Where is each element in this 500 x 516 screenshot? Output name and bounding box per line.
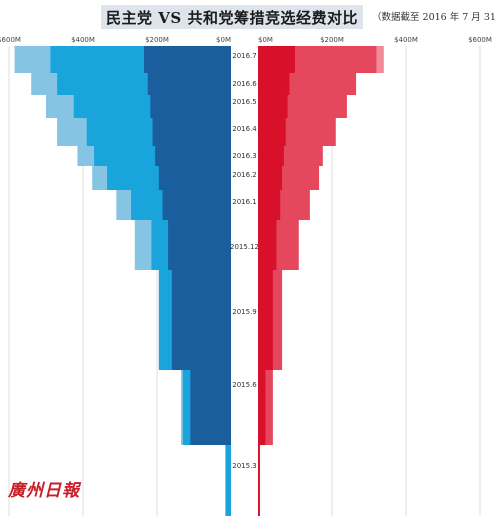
date-label-2015.9: 2015.9 (232, 308, 257, 316)
date-label-2015.12: 2015.12 (230, 243, 259, 251)
date-label-2015.3: 2015.3 (232, 462, 257, 470)
tick-label-left-3: $0M (216, 36, 231, 44)
tick-label-left-2: $200M (145, 36, 169, 44)
chart-title-box: 民主党 VS 共和党筹措竞选经费对比 (101, 5, 363, 29)
date-label-2016.2: 2016.2 (232, 171, 257, 179)
rep-bar-dark-2015.6 (258, 370, 266, 445)
rep-bar-dark-2016.4 (258, 118, 286, 146)
rep-bar-dark-2015.9 (258, 270, 273, 370)
tick-label-right-3: $600M (468, 36, 492, 44)
rep-bar-dark-2016.3 (258, 146, 284, 166)
dem-bar-mid-2015.3 (225, 445, 231, 516)
rep-bar-dark-2016.7 (258, 46, 295, 73)
rep-bar-dark-2016.1 (258, 190, 281, 220)
date-label-2016.1: 2016.1 (232, 198, 257, 206)
tick-label-left-0: $600M (0, 36, 21, 44)
dem-bar-dark-2016.5 (150, 95, 231, 118)
dem-bar-dark-2016.7 (144, 46, 231, 73)
dem-bar-dark-2016.1 (162, 190, 231, 220)
rep-bar-dark-2016.2 (258, 166, 283, 190)
rep-bar-dark-2016.6 (258, 73, 290, 95)
date-label-2016.4: 2016.4 (232, 125, 257, 133)
rep-bar-dark-2015.12 (258, 220, 277, 270)
dem-bar-dark-2015.6 (190, 370, 231, 445)
date-label-2016.6: 2016.6 (232, 80, 257, 88)
chart-title: 民主党 VS 共和党筹措竞选经费对比 (106, 8, 358, 27)
dem-bar-dark-2016.3 (155, 146, 231, 166)
dem-bar-dark-2016.6 (147, 73, 231, 95)
tick-label-left-1: $400M (71, 36, 95, 44)
tick-label-right-1: $200M (320, 36, 344, 44)
tick-label-right-0: $0M (258, 36, 273, 44)
date-label-2015.6: 2015.6 (232, 381, 257, 389)
dem-bar-dark-2016.2 (158, 166, 231, 190)
newspaper-watermark-logo: 廣州日報 (8, 481, 80, 501)
date-label-2016.5: 2016.5 (232, 98, 257, 106)
dem-bar-dark-2016.4 (152, 118, 231, 146)
date-label-2016.7: 2016.7 (232, 52, 257, 60)
date-label-2016.3: 2016.3 (232, 152, 257, 160)
rep-bar-dark-2016.5 (258, 95, 288, 118)
rep-bar-dark-2015.3 (258, 445, 260, 516)
data-date-note: （数据截至 2016 年 7 月 31 日） (372, 12, 500, 23)
tick-label-right-2: $400M (394, 36, 418, 44)
dem-bar-dark-2015.12 (168, 220, 231, 270)
dem-bar-dark-2015.9 (171, 270, 231, 370)
